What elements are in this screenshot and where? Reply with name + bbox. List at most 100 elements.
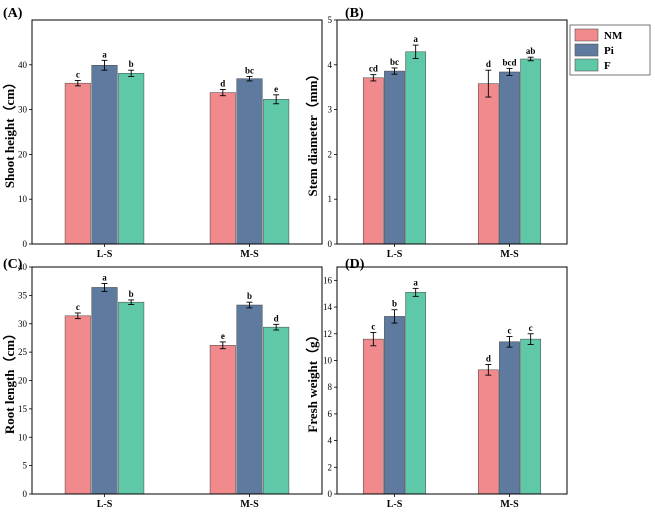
- bar-nm: [64, 315, 91, 495]
- significance-letter: c: [371, 321, 375, 331]
- bar-f: [520, 58, 542, 245]
- y-axis-title: Shoot height（cm）: [2, 76, 17, 188]
- bar-f: [405, 292, 427, 495]
- panel-label: (A): [3, 6, 23, 21]
- significance-letter: c: [508, 325, 512, 335]
- bar-nm: [209, 345, 236, 495]
- y-tick-label: 10: [323, 355, 333, 365]
- plot-frame: [31, 266, 323, 495]
- y-tick-label: 0: [23, 239, 28, 249]
- plot-frame: [336, 266, 568, 495]
- x-category-label: M-S: [240, 499, 259, 510]
- y-tick-label: 35: [18, 290, 28, 300]
- bar-f: [263, 99, 290, 245]
- y-axis-title: Root length（cm）: [2, 327, 17, 434]
- significance-letter: d: [486, 353, 491, 363]
- y-tick-label: 12: [323, 329, 332, 339]
- significance-letter: bcd: [502, 57, 516, 67]
- x-category-label: L-S: [387, 499, 403, 510]
- panel-label: (D): [345, 257, 365, 272]
- bar-f: [118, 301, 145, 495]
- significance-letter: c: [529, 323, 533, 333]
- y-tick-label: 20: [18, 376, 28, 386]
- y-tick-label: 4: [328, 436, 333, 446]
- x-category-label: L-S: [97, 499, 113, 510]
- legend-swatch-pi: [574, 43, 599, 57]
- significance-letter: b: [392, 299, 397, 309]
- y-axis-title: Stem diameter（mm）: [305, 68, 320, 197]
- y-tick-label: 30: [18, 319, 28, 329]
- y-tick-label: 0: [23, 489, 28, 499]
- y-tick-label: 0: [328, 489, 333, 499]
- bar-nm: [477, 83, 499, 245]
- y-tick-label: 5: [23, 461, 28, 471]
- y-tick-label: 5: [328, 15, 333, 25]
- legend-label-nm: NM: [604, 30, 623, 42]
- y-tick-label: 20: [18, 149, 28, 159]
- significance-letter: d: [274, 313, 279, 323]
- x-category-label: M-S: [240, 249, 259, 260]
- significance-letter: b: [129, 289, 134, 299]
- y-tick-label: 2: [328, 149, 333, 159]
- significance-letter: a: [102, 49, 107, 59]
- y-axis-title: Fresh weight（g）: [305, 328, 320, 432]
- y-tick-label: 4: [328, 60, 333, 70]
- plot-frame: [336, 19, 568, 245]
- bar-pi: [236, 78, 263, 245]
- bar-pi: [91, 64, 118, 245]
- significance-letter: bc: [390, 57, 399, 67]
- legend: NM Pi F: [569, 24, 651, 76]
- x-category-label: M-S: [500, 249, 519, 260]
- y-tick-label: 15: [18, 404, 28, 414]
- significance-letter: d: [486, 59, 491, 69]
- chart-panel-1: (A) Shoot height（cm） 0 10 20 30 40 L-S c a b M-S d bc…: [2, 6, 323, 260]
- y-tick-label: 10: [18, 432, 28, 442]
- legend-swatch-f: [574, 58, 599, 72]
- panels: (A)Shoot height（cm）010203040L-ScabM-Sdbc…: [2, 6, 568, 510]
- significance-letter: e: [274, 84, 278, 94]
- significance-letter: c: [76, 302, 80, 312]
- bar-nm: [64, 82, 91, 245]
- x-category-label: L-S: [97, 249, 113, 260]
- significance-letter: ab: [526, 46, 536, 56]
- significance-letter: e: [221, 331, 225, 341]
- bar-f: [520, 338, 542, 495]
- significance-letter: bc: [245, 65, 254, 75]
- significance-letter: a: [102, 272, 107, 282]
- bar-pi: [91, 287, 118, 495]
- legend-swatch-nm: [574, 28, 599, 42]
- chart-panel-4: (D) Fresh weight（g） 0 2 4 6 8 10 12 14 16 L-S c b a M-S…: [305, 257, 568, 510]
- significance-letter: c: [76, 69, 80, 79]
- y-tick-label: 40: [18, 262, 28, 272]
- legend-label-f: F: [604, 60, 611, 72]
- bar-pi: [384, 316, 405, 495]
- y-tick-label: 25: [18, 347, 28, 357]
- bar-nm: [477, 369, 499, 495]
- bar-f: [263, 326, 290, 495]
- significance-letter: cd: [369, 64, 378, 74]
- bar-pi: [384, 70, 405, 245]
- bar-nm: [362, 338, 384, 495]
- bar-f: [118, 73, 145, 245]
- significance-letter: a: [413, 34, 418, 44]
- y-tick-label: 1: [328, 194, 333, 204]
- chart-panel-3: (C) Root length（cm） 0 5 10 15 20 25 30 35 40 L-S c a b…: [2, 257, 323, 510]
- panel-label: (C): [3, 257, 23, 272]
- x-category-label: L-S: [387, 249, 403, 260]
- x-category-label: M-S: [500, 499, 519, 510]
- legend-label-pi: Pi: [604, 45, 614, 57]
- y-tick-label: 16: [323, 275, 333, 285]
- bar-pi: [499, 71, 520, 245]
- y-tick-label: 40: [18, 60, 28, 70]
- significance-letter: a: [413, 277, 418, 287]
- significance-letter: b: [129, 59, 134, 69]
- bar-pi: [499, 341, 520, 495]
- bar-pi: [236, 304, 263, 495]
- y-tick-label: 8: [328, 382, 333, 392]
- significance-letter: b: [247, 291, 252, 301]
- y-tick-label: 3: [328, 105, 333, 115]
- plot-frame: [31, 19, 323, 245]
- y-tick-label: 30: [18, 105, 28, 115]
- bar-nm: [209, 92, 236, 245]
